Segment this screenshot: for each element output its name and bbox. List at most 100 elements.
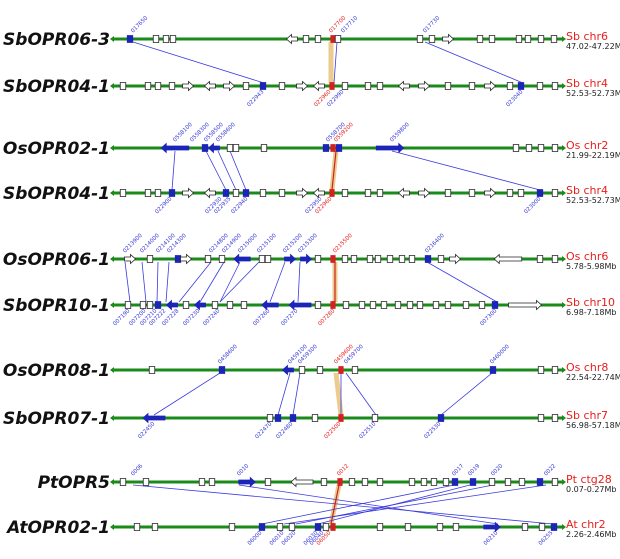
gene bbox=[316, 366, 324, 374]
homology-link bbox=[153, 372, 221, 416]
opr-gene bbox=[329, 82, 335, 90]
chromosome-end-marker bbox=[562, 367, 566, 373]
gene bbox=[334, 35, 342, 43]
gene bbox=[341, 255, 349, 263]
gene bbox=[208, 478, 216, 486]
range-label: 56.98-57.18Mb bbox=[566, 421, 620, 430]
label-layer: SbOPR06-3Sb chr647.02-47.22Mb01765001770… bbox=[3, 15, 620, 547]
gene bbox=[374, 255, 382, 263]
homolog-gene bbox=[483, 521, 501, 533]
gene-id: 022943 bbox=[246, 89, 265, 108]
gene bbox=[151, 523, 159, 531]
homology-link bbox=[292, 372, 301, 416]
gene bbox=[320, 478, 328, 486]
gene bbox=[259, 189, 267, 197]
homolog-gene bbox=[517, 82, 525, 90]
gene bbox=[144, 82, 152, 90]
gene-id: 06255 bbox=[538, 530, 555, 547]
opr-gene-id: 0012 bbox=[336, 463, 350, 477]
gene bbox=[312, 187, 325, 199]
gene bbox=[168, 82, 176, 90]
chromosome-label: Sb chr4 bbox=[566, 77, 608, 90]
gene bbox=[515, 35, 523, 43]
chromosome-track bbox=[110, 476, 566, 488]
homolog-gene bbox=[154, 301, 162, 309]
gene bbox=[442, 33, 455, 45]
gene bbox=[240, 301, 248, 309]
gene bbox=[418, 187, 431, 199]
homolog-gene bbox=[281, 364, 294, 376]
gene bbox=[428, 35, 436, 43]
opr-gene bbox=[338, 366, 344, 374]
gene bbox=[416, 301, 424, 309]
gene bbox=[180, 253, 193, 265]
gene bbox=[162, 35, 170, 43]
gene-name: SbOPR04-1 bbox=[3, 77, 110, 97]
chromosome-label: Sb chr4 bbox=[566, 184, 608, 197]
chromosome-start-marker bbox=[110, 83, 114, 89]
chromosome-start-marker bbox=[110, 479, 114, 485]
homolog-gene bbox=[261, 299, 279, 311]
gene-id: 007270 bbox=[280, 308, 299, 327]
gene bbox=[551, 144, 559, 152]
gene bbox=[476, 35, 484, 43]
gene bbox=[404, 523, 412, 531]
gene bbox=[264, 478, 272, 486]
gene bbox=[119, 189, 127, 197]
gene bbox=[478, 301, 486, 309]
gene bbox=[341, 189, 349, 197]
homolog-gene bbox=[218, 366, 226, 374]
gene bbox=[119, 478, 127, 486]
gene bbox=[537, 366, 545, 374]
gene-name: OsOPR08-1 bbox=[3, 361, 110, 381]
gene bbox=[226, 144, 234, 152]
homology-link bbox=[283, 484, 547, 525]
gene bbox=[449, 253, 462, 265]
gene bbox=[278, 82, 286, 90]
gene-id: 0010 bbox=[236, 463, 250, 477]
opr-homology-link bbox=[331, 150, 337, 191]
gene-name: SbOPR04-1 bbox=[3, 184, 110, 204]
chromosome-end-marker bbox=[562, 83, 566, 89]
homology-link bbox=[391, 150, 541, 191]
opr-band-layer bbox=[328, 42, 344, 524]
homology-link bbox=[165, 261, 170, 303]
opr-gene bbox=[329, 189, 335, 197]
gene bbox=[296, 80, 309, 92]
homology-link bbox=[156, 261, 159, 303]
gene bbox=[506, 82, 514, 90]
gene-id: 023000 bbox=[523, 196, 542, 215]
homology-link bbox=[277, 372, 291, 416]
gene bbox=[348, 478, 356, 486]
gene bbox=[351, 366, 359, 374]
chromosome-end-marker bbox=[562, 302, 566, 308]
gene-name: PtOPR5 bbox=[38, 473, 110, 493]
range-label: 2.26-2.46Mb bbox=[566, 530, 617, 539]
opr-gene bbox=[330, 255, 336, 263]
gene-id: 022900 bbox=[154, 196, 173, 215]
opr-gene-id: 022500 bbox=[323, 421, 342, 440]
gene bbox=[371, 414, 379, 422]
homology-link bbox=[261, 484, 455, 525]
gene-id: 0022 bbox=[543, 463, 557, 477]
gene-name: SbOPR10-1 bbox=[3, 296, 110, 316]
gene-id: 007260 bbox=[252, 308, 271, 327]
range-label: 0.07-0.27Mb bbox=[566, 485, 617, 494]
chromosome-label: At chr2 bbox=[566, 518, 606, 531]
opr-gene-id: 007280 bbox=[317, 308, 336, 327]
gene bbox=[468, 82, 476, 90]
gene bbox=[550, 35, 558, 43]
gene-id: 022940 bbox=[230, 196, 249, 215]
gene bbox=[418, 80, 431, 92]
opr-gene bbox=[330, 301, 336, 309]
chromosome-end-marker bbox=[562, 36, 566, 42]
chromosome-track bbox=[110, 80, 566, 92]
gene bbox=[350, 255, 358, 263]
gene-id: 0559800 bbox=[389, 121, 411, 143]
gene-id: 017650 bbox=[130, 15, 149, 34]
gene-id: 06210 bbox=[483, 530, 500, 547]
chromosome-end-marker bbox=[562, 479, 566, 485]
gene bbox=[524, 35, 532, 43]
chromosome-label: Sb chr10 bbox=[566, 296, 615, 309]
